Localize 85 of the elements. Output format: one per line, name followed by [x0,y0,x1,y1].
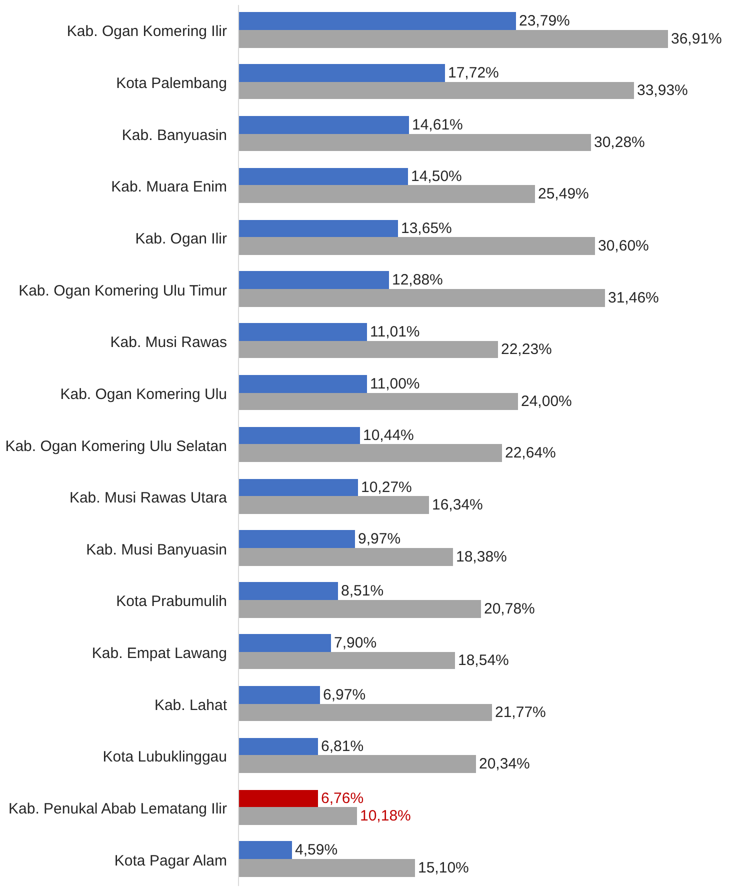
bar [239,634,331,652]
bar [239,220,398,237]
bar [239,790,318,807]
y-tick-label: Kota Palembang [116,74,227,92]
data-label: 20,78% [484,600,535,618]
y-tick-label: Kab. Musi Rawas Utara [69,490,228,507]
y-tick-label: Kab. Musi Rawas [110,334,227,352]
data-label: 22,64% [505,444,556,462]
bar [239,271,389,289]
data-label: 30,60% [598,238,649,254]
data-label: 20,34% [479,756,530,772]
data-label: 25,49% [538,186,589,202]
data-label: 10,44% [363,427,414,444]
bar [239,393,518,410]
bar [239,652,455,669]
y-tick-label: Kota Pagar Alam [114,852,227,870]
y-tick-label: Kab. Ogan Komering Ulu Timur [18,282,227,300]
data-label: 6,81% [321,738,364,755]
data-label: 10,27% [361,479,412,496]
data-label: 12,88% [392,272,443,288]
bar [239,479,358,496]
y-tick-label: Kab. Empat Lawang [92,645,227,662]
bar [239,323,367,341]
bar [239,116,409,134]
bar [239,548,453,566]
bar [239,375,367,393]
y-tick-label: Kota Prabumulih [116,593,227,610]
bar [239,496,429,514]
data-label: 14,50% [411,168,462,185]
y-tick-label: Kab. Ogan Komering Ulu [60,386,227,403]
data-label: 15,10% [418,860,469,876]
bar [239,185,535,203]
data-label: 8,51% [341,582,384,600]
bar [239,444,502,462]
bar [239,237,595,255]
y-tick-label: Kab. Musi Banyuasin [86,541,227,558]
data-label: 31,46% [608,290,659,306]
data-label: 14,61% [412,116,463,134]
y-tick-label: Kota Lubuklinggau [102,748,227,766]
data-label: 6,97% [323,686,366,704]
y-tick-label: Kab. Muara Enim [111,178,227,196]
bar [239,30,668,48]
data-label: 16,34% [432,496,483,514]
data-label: 6,76% [321,790,364,807]
bar [239,289,605,307]
data-label: 21,77% [495,704,546,721]
bar [239,12,516,30]
bar [239,755,476,773]
data-label: 17,72% [448,64,499,82]
data-label: 36,91% [671,30,722,48]
data-label: 9,97% [358,530,401,548]
data-label: 18,54% [458,652,509,669]
bar [239,841,292,859]
data-label: 24,00% [521,393,572,410]
bar [239,704,492,721]
data-label: 23,79% [519,12,570,30]
data-label: 22,23% [501,341,552,358]
data-label: 7,90% [334,634,377,652]
bar [239,738,318,755]
bar [239,686,320,704]
y-tick-label: Kab. Lahat [154,696,228,714]
bar [239,427,360,444]
data-label: 13,65% [401,220,452,237]
data-label: 30,28% [594,134,645,151]
data-label: 10,18% [360,808,411,824]
bar [239,168,408,185]
data-label: 18,38% [456,548,507,566]
data-label: 33,93% [637,82,688,99]
bar [239,600,481,618]
bar [239,82,634,99]
bar [239,582,338,600]
data-label: 11,01% [370,324,420,340]
bar [239,134,591,151]
bar [239,530,355,548]
y-tick-label: Kab. Banyuasin [122,126,227,144]
data-label: 11,00% [370,376,420,392]
y-tick-label: Kab. Penukal Abab Lematang Ilir [8,800,227,818]
data-label: 4,59% [295,842,338,858]
y-tick-label: Kab. Ogan Ilir [135,230,227,248]
y-tick-label: Kab. Ogan Komering Ilir [66,23,228,40]
bar [239,64,445,82]
bar [239,859,415,877]
bar [239,341,498,358]
y-tick-label: Kab. Ogan Komering Ulu Selatan [5,438,227,455]
bar [239,807,357,825]
